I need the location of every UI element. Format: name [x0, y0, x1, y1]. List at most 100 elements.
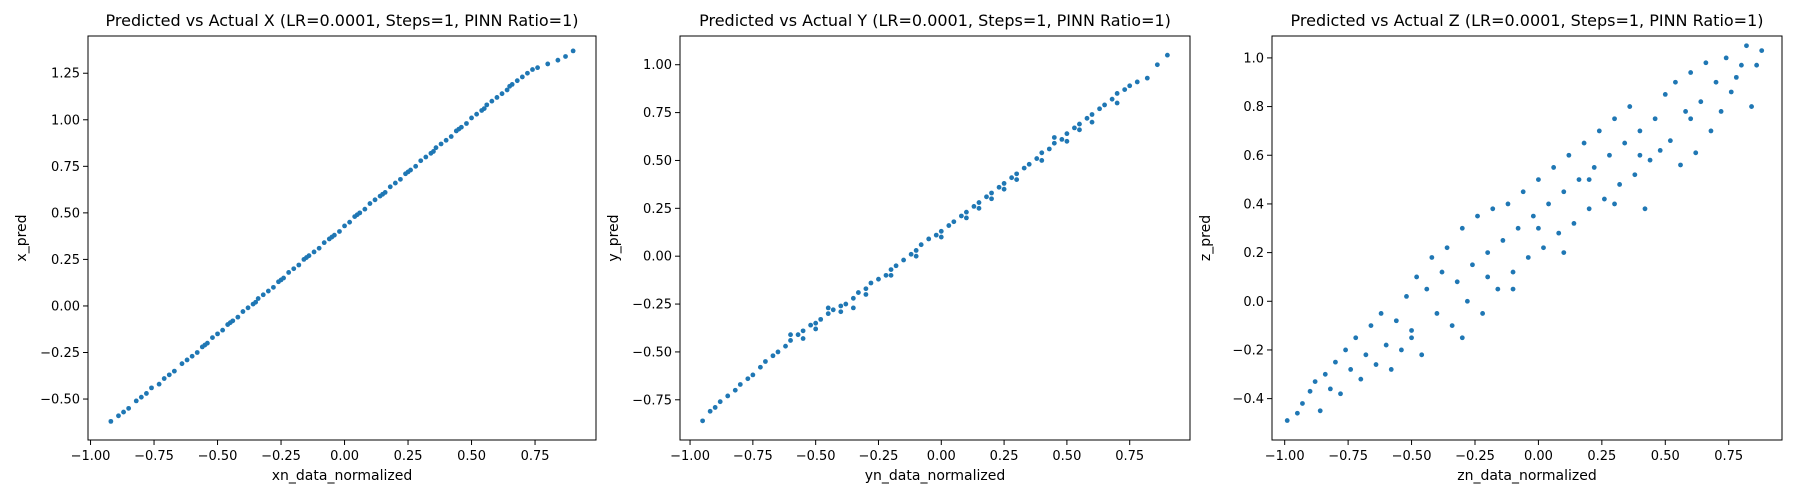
data-point-x-10	[166, 372, 172, 378]
data-point-y-52	[1026, 161, 1032, 167]
data-point-z-48	[1536, 177, 1541, 182]
y-tick-label-z-1: −0.2	[1232, 343, 1264, 358]
data-point-z-100	[1485, 274, 1491, 280]
y-tick-label-y-1: −0.50	[632, 345, 672, 360]
data-point-z-49	[1541, 245, 1546, 251]
y-axis-ticks-x: −0.50 −0.25 0.00 0.25 0.50 0.75 1.00 1.25	[40, 67, 88, 408]
data-point-y-47	[996, 184, 1002, 190]
data-point-x-44	[342, 223, 347, 229]
data-point-x-40	[321, 240, 327, 246]
data-point-z-87	[1733, 74, 1739, 80]
y-tick-label-y-2: −0.25	[632, 298, 672, 313]
data-point-z-21	[1399, 347, 1404, 353]
x-tick-label-z-1: −0.75	[1328, 449, 1368, 464]
y-tick-label-y-6: 0.75	[643, 106, 672, 121]
data-point-z-68	[1637, 128, 1643, 134]
y-tick-label-x-1: −0.25	[40, 346, 80, 361]
x-axis-label-x: xn_data_normalized	[272, 468, 413, 484]
data-point-y-57	[1059, 136, 1065, 142]
data-point-y-54	[1039, 150, 1045, 156]
data-point-z-96	[1612, 201, 1617, 207]
x-tick-label-y-7: 0.75	[1115, 449, 1144, 464]
x-tick-label-y-6: 0.50	[1052, 449, 1081, 464]
x-tick-label-z-3: −0.25	[1455, 449, 1495, 464]
x-axis-ticks-y: −1.00 −0.75 −0.50 −0.25 0.00 0.25 0.50 0.75	[670, 440, 1144, 464]
data-point-x-11	[171, 368, 177, 374]
data-point-y-31	[893, 263, 899, 269]
data-point-x-25	[245, 305, 251, 311]
data-point-z-83	[1713, 79, 1719, 85]
data-point-x-99	[507, 83, 513, 89]
data-point-x-54	[392, 180, 398, 186]
data-point-y-10	[763, 359, 768, 364]
data-point-x-39	[316, 245, 322, 251]
data-point-z-101	[1637, 152, 1643, 158]
data-point-x-29	[265, 288, 271, 294]
data-point-x-85	[563, 54, 568, 59]
y-tick-label-y-7: 1.00	[643, 58, 672, 73]
data-point-x-2	[121, 409, 126, 415]
data-point-y-69	[1134, 79, 1140, 85]
data-point-y-32	[901, 257, 906, 263]
data-point-y-41	[958, 213, 964, 219]
data-point-z-58	[1586, 206, 1592, 212]
data-point-x-73	[489, 98, 495, 104]
x-tick-label-z-2: −0.50	[1392, 449, 1432, 464]
data-point-z-81	[1703, 60, 1709, 66]
data-point-x-23	[235, 314, 241, 320]
x-tick-label-z-5: 0.25	[1587, 449, 1616, 464]
y-axis-ticks-z: −0.4 −0.2 0.0 0.2 0.4 0.6 0.8 1.0	[1232, 51, 1272, 407]
data-point-y-15	[795, 332, 801, 338]
data-point-y-20	[825, 311, 831, 317]
data-point-x-86	[570, 48, 576, 54]
data-point-z-63	[1612, 116, 1617, 122]
data-point-x-64	[443, 137, 449, 143]
data-point-z-72	[1657, 147, 1663, 153]
data-point-z-8	[1333, 359, 1338, 365]
data-point-z-76	[1678, 162, 1683, 168]
x-tick-label-x-4: 0.00	[330, 449, 359, 464]
data-point-z-55	[1571, 221, 1577, 226]
x-tick-label-z-0: −1.00	[1265, 449, 1305, 464]
data-point-z-94	[1510, 286, 1516, 292]
data-point-z-41	[1500, 238, 1506, 243]
data-point-y-82	[1014, 177, 1020, 183]
data-point-z-54	[1566, 152, 1572, 158]
data-point-z-9	[1338, 391, 1343, 397]
data-point-x-9	[161, 376, 167, 381]
data-point-x-12	[179, 361, 185, 367]
data-point-x-3	[126, 405, 132, 411]
data-point-x-97	[456, 126, 462, 132]
x-axis-label-z: zn_data_normalized	[1457, 468, 1597, 484]
data-point-z-77	[1683, 109, 1688, 114]
data-point-z-64	[1617, 182, 1623, 187]
data-point-y-18	[813, 320, 819, 326]
data-point-x-20	[220, 327, 226, 333]
data-point-x-79	[519, 74, 525, 80]
data-point-z-15	[1368, 323, 1374, 329]
data-point-x-6	[144, 391, 149, 396]
data-point-x-63	[438, 141, 444, 147]
data-point-z-97	[1409, 335, 1414, 341]
data-point-z-57	[1581, 140, 1587, 146]
data-point-y-81	[989, 196, 994, 202]
data-point-z-18	[1383, 342, 1389, 348]
data-point-z-29	[1439, 269, 1445, 275]
data-point-z-98	[1536, 225, 1541, 231]
data-point-z-52	[1556, 230, 1562, 236]
data-point-y-85	[1089, 119, 1095, 125]
data-point-y-70	[1144, 75, 1150, 81]
x-tick-label-x-7: 0.75	[521, 449, 550, 464]
data-point-z-79	[1693, 150, 1699, 156]
data-point-y-75	[838, 309, 844, 315]
data-point-z-35	[1470, 262, 1475, 268]
data-point-x-27	[255, 296, 261, 301]
data-point-y-11	[770, 353, 776, 359]
y-tick-label-z-6: 0.8	[1243, 100, 1264, 115]
data-point-z-85	[1723, 55, 1729, 61]
data-point-y-21	[830, 307, 836, 313]
data-point-z-46	[1525, 255, 1531, 260]
data-point-y-38	[938, 228, 944, 234]
data-point-x-45	[347, 219, 353, 225]
